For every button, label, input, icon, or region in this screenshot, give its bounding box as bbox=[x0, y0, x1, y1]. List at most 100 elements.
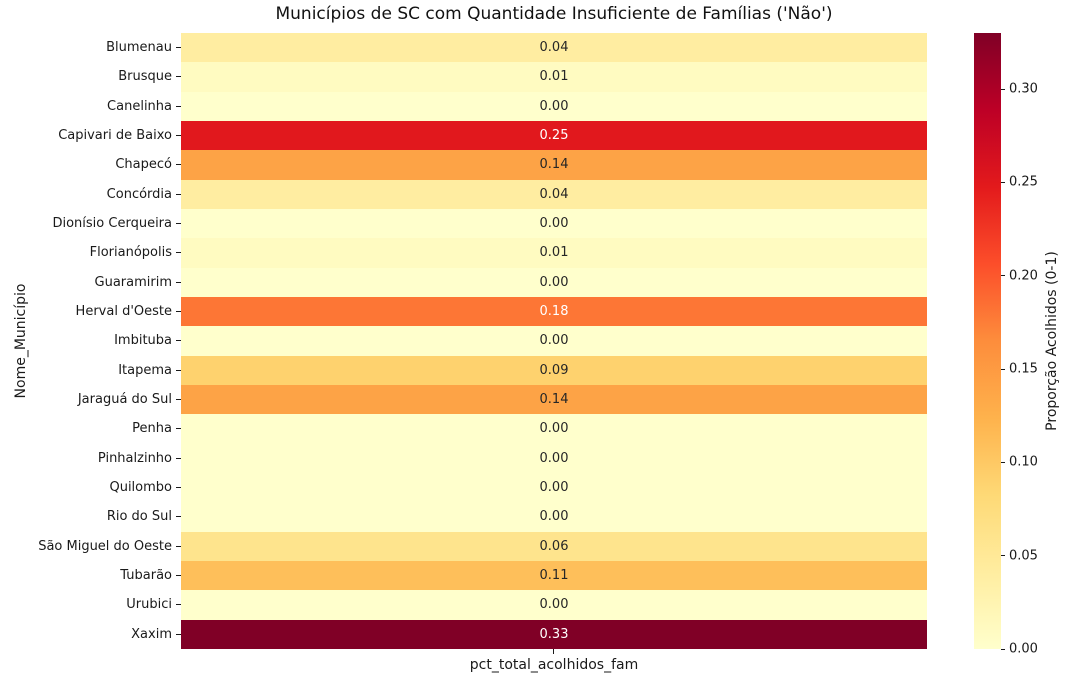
colorbar bbox=[974, 33, 1001, 649]
colorbar-tick-mark bbox=[1001, 461, 1005, 463]
y-tick-mark bbox=[176, 135, 181, 137]
y-tick-label-row: Rio do Sul bbox=[0, 502, 181, 531]
y-tick-mark bbox=[176, 428, 181, 430]
y-tick-label: Capivari de Baixo bbox=[58, 128, 172, 144]
cell-value-label: 0.14 bbox=[539, 157, 569, 173]
y-tick-label: Herval d'Oeste bbox=[75, 304, 172, 320]
y-tick-label: Tubarão bbox=[120, 568, 172, 584]
y-tick-mark bbox=[176, 633, 181, 635]
x-tick-mark bbox=[553, 649, 554, 654]
cell-value-label: 0.01 bbox=[539, 245, 569, 261]
y-tick-label-row: Dionísio Cerqueira bbox=[0, 209, 181, 238]
y-tick-mark bbox=[176, 369, 181, 371]
y-tick-labels: Blumenau Brusque Canelinha Capivari de Baix… bbox=[0, 33, 181, 649]
y-tick-label-row: Brusque bbox=[0, 62, 181, 91]
cell-value-label: 0.11 bbox=[539, 568, 569, 584]
y-tick-label-row: Florianópolis bbox=[0, 238, 181, 267]
y-tick-label-row: Itapema bbox=[0, 356, 181, 385]
heatmap-cell: 0.25 bbox=[181, 120, 927, 151]
cell-value-label: 0.00 bbox=[539, 274, 569, 290]
y-tick-label: Pinhalzinho bbox=[97, 450, 172, 466]
cell-value-label: 0.00 bbox=[539, 509, 569, 525]
y-tick-mark bbox=[176, 340, 181, 342]
heatmap-cell: 0.14 bbox=[181, 150, 927, 180]
y-tick-label-row: Quilombo bbox=[0, 473, 181, 502]
y-tick-label-row: Guaramirim bbox=[0, 268, 181, 297]
y-tick-mark bbox=[176, 76, 181, 78]
y-tick-label-row: São Miguel do Oeste bbox=[0, 532, 181, 561]
y-tick-label-row: Imbituba bbox=[0, 326, 181, 355]
y-tick-mark bbox=[176, 223, 181, 225]
y-tick-mark bbox=[176, 252, 181, 254]
colorbar-tick-mark bbox=[1001, 648, 1005, 650]
cell-value-label: 0.01 bbox=[539, 69, 569, 85]
y-tick-label-row: Xaxim bbox=[0, 620, 181, 649]
cell-value-label: 0.04 bbox=[539, 186, 569, 202]
y-tick-label: Itapema bbox=[118, 362, 172, 378]
y-tick-label: Xaxim bbox=[131, 626, 172, 642]
heatmap-cell: 0.00 bbox=[181, 590, 927, 620]
heatmap-cell: 0.18 bbox=[181, 296, 927, 327]
colorbar-tick-label: 0.05 bbox=[1009, 548, 1038, 564]
colorbar-tick-label: 0.25 bbox=[1009, 174, 1038, 190]
y-tick-mark bbox=[176, 105, 181, 107]
heatmap-cell: 0.01 bbox=[181, 238, 927, 268]
heatmap-cell: 0.00 bbox=[181, 472, 927, 503]
heatmap-cell: 0.06 bbox=[181, 531, 927, 561]
colorbar-tick-label: 0.10 bbox=[1009, 454, 1038, 470]
y-tick-label-row: Concórdia bbox=[0, 180, 181, 209]
colorbar-tick-mark bbox=[1001, 181, 1005, 183]
y-tick-label-row: Urubici bbox=[0, 590, 181, 619]
cell-value-label: 0.18 bbox=[539, 304, 569, 320]
heatmap-cell: 0.04 bbox=[181, 33, 927, 63]
heatmap-cell: 0.00 bbox=[181, 414, 927, 444]
cell-value-label: 0.00 bbox=[539, 216, 569, 232]
cell-value-label: 0.00 bbox=[539, 421, 569, 437]
y-tick-label-row: Pinhalzinho bbox=[0, 444, 181, 473]
y-tick-label-row: Jaraguá do Sul bbox=[0, 385, 181, 414]
y-tick-label-row: Herval d'Oeste bbox=[0, 297, 181, 326]
y-tick-label: Chapecó bbox=[115, 157, 172, 173]
colorbar-tick-mark bbox=[1001, 88, 1005, 90]
y-tick-mark bbox=[176, 516, 181, 518]
heatmap-cell: 0.00 bbox=[181, 502, 927, 532]
heatmap-cell: 0.00 bbox=[181, 443, 927, 473]
y-tick-label-row: Capivari de Baixo bbox=[0, 121, 181, 150]
y-tick-label-row: Blumenau bbox=[0, 33, 181, 62]
y-tick-label: Concórdia bbox=[106, 186, 172, 202]
y-tick-label-row: Penha bbox=[0, 414, 181, 443]
x-axis-label: pct_total_acolhidos_fam bbox=[469, 657, 639, 673]
heatmap-cell: 0.04 bbox=[181, 179, 927, 209]
y-tick-label: Rio do Sul bbox=[106, 509, 172, 525]
heatmap-cell: 0.09 bbox=[181, 355, 927, 385]
y-tick-label: Quilombo bbox=[109, 480, 172, 496]
y-tick-label: São Miguel do Oeste bbox=[38, 538, 172, 554]
y-tick-label: Urubici bbox=[126, 597, 172, 613]
y-tick-mark bbox=[176, 545, 181, 547]
y-tick-mark bbox=[176, 457, 181, 459]
colorbar-tick-label: 0.20 bbox=[1009, 268, 1038, 284]
y-tick-label: Brusque bbox=[118, 69, 172, 85]
heatmap-cell: 0.00 bbox=[181, 267, 927, 297]
cell-value-label: 0.00 bbox=[539, 98, 569, 114]
y-tick-mark bbox=[176, 604, 181, 606]
cell-value-label: 0.09 bbox=[539, 362, 569, 378]
chart-title: Municípios de SC com Quantidade Insufici… bbox=[275, 4, 833, 24]
heatmap-cell: 0.11 bbox=[181, 560, 927, 591]
cell-value-label: 0.14 bbox=[539, 392, 569, 408]
cell-value-label: 0.00 bbox=[539, 597, 569, 613]
y-tick-label: Canelinha bbox=[107, 98, 172, 114]
y-tick-mark bbox=[176, 399, 181, 401]
y-tick-mark bbox=[176, 193, 181, 195]
y-tick-mark bbox=[176, 164, 181, 166]
y-tick-label-row: Chapecó bbox=[0, 150, 181, 179]
cell-value-label: 0.00 bbox=[539, 450, 569, 466]
heatmap-cell: 0.00 bbox=[181, 208, 927, 239]
colorbar-label: Proporção Acolhidos (0-1) bbox=[1044, 251, 1060, 431]
y-tick-label: Blumenau bbox=[106, 40, 172, 56]
colorbar-tick-label: 0.30 bbox=[1009, 81, 1038, 97]
y-tick-label: Imbituba bbox=[114, 333, 172, 349]
y-tick-label-row: Tubarão bbox=[0, 561, 181, 590]
y-tick-label: Penha bbox=[132, 421, 172, 437]
